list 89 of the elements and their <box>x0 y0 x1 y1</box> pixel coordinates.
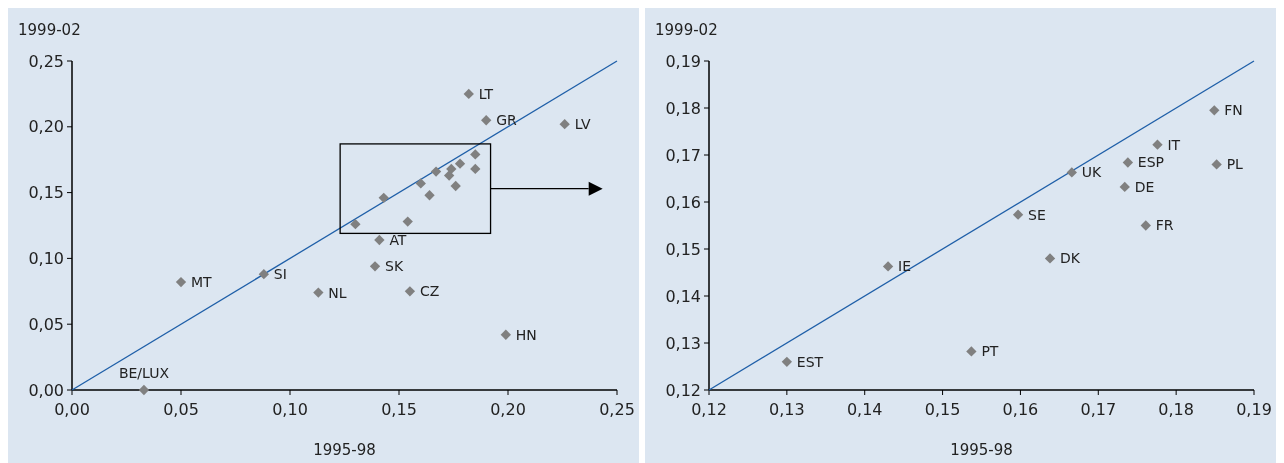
x-tick-label: 0,19 <box>1236 400 1272 419</box>
x-tick-label: 0,10 <box>272 400 308 419</box>
y-axis-title: 1999-02 <box>18 21 81 39</box>
point <box>454 158 466 169</box>
annotation: PT <box>981 343 999 360</box>
point <box>450 180 461 192</box>
point <box>415 178 426 189</box>
point <box>138 384 150 396</box>
point <box>882 261 894 272</box>
y-tick-label: 0,12 <box>665 380 701 400</box>
x-axis-title: 1995-98 <box>950 441 1013 459</box>
x-tick-label: 0,12 <box>691 400 727 419</box>
point <box>1012 209 1024 220</box>
point <box>175 276 187 288</box>
y-tick-label: 0,14 <box>665 286 701 306</box>
annotation: BE/LUX <box>118 365 170 381</box>
point <box>1140 220 1151 231</box>
annotation: DE <box>1134 178 1155 195</box>
point <box>402 216 413 227</box>
annotation: SI <box>273 266 287 283</box>
point <box>500 329 511 340</box>
point <box>470 163 481 175</box>
point <box>1044 253 1056 264</box>
annotation: AT <box>389 231 407 248</box>
point <box>463 88 474 100</box>
y-tick-label: 0,20 <box>28 117 64 137</box>
y-tick-label: 0,00 <box>28 380 64 400</box>
x-tick-label: 0,15 <box>381 400 417 419</box>
point <box>369 261 381 272</box>
point <box>1152 139 1163 150</box>
y-tick-label: 0,05 <box>28 314 64 334</box>
point <box>258 269 269 280</box>
point <box>378 192 389 204</box>
point <box>1122 157 1134 168</box>
point <box>1209 105 1220 116</box>
annotation: HN <box>515 326 537 343</box>
x-tick-label: 0,25 <box>599 400 635 419</box>
y-axis-title: 1999-02 <box>655 21 718 39</box>
annotation: GR <box>496 112 518 129</box>
annotation: MT <box>191 273 213 290</box>
annotation: SE <box>1028 206 1046 223</box>
point <box>470 149 481 160</box>
y-tick-label: 0,15 <box>665 239 701 259</box>
x-tick-label: 0,00 <box>54 400 90 419</box>
annotation: IE <box>898 258 912 275</box>
annotation: ESP <box>1137 154 1165 171</box>
annotation: FN <box>1224 102 1243 119</box>
y-tick-label: 0,17 <box>665 145 701 165</box>
point <box>350 219 361 230</box>
y-tick-label: 0,19 <box>665 51 701 71</box>
point <box>1211 159 1222 170</box>
annotation: EST <box>796 353 824 370</box>
y-tick-label: 0,25 <box>28 51 64 71</box>
point <box>430 166 442 177</box>
x-tick-label: 0,13 <box>769 400 805 419</box>
point <box>443 170 455 181</box>
x-tick-label: 0,15 <box>924 400 961 419</box>
y-tick-label: 0,16 <box>665 192 701 212</box>
x-tick-label: 0,16 <box>1002 400 1039 419</box>
point <box>966 346 977 357</box>
x-tick-label: 0,05 <box>163 400 199 419</box>
point <box>781 356 793 367</box>
point <box>559 119 570 130</box>
annotation: LV <box>574 116 591 133</box>
x-tick-label: 0,17 <box>1080 400 1117 419</box>
x-tick-label: 0,20 <box>490 400 526 419</box>
annotation: PL <box>1226 156 1244 173</box>
point <box>424 190 435 201</box>
point <box>1119 181 1130 193</box>
point <box>1066 167 1077 178</box>
point <box>313 287 324 298</box>
y-tick-label: 0,10 <box>28 249 64 268</box>
point <box>374 234 385 246</box>
annotation: FR <box>1155 217 1174 234</box>
annotation: UK <box>1081 164 1103 181</box>
point <box>404 286 416 297</box>
y-tick-label: 0,15 <box>28 183 64 203</box>
x-axis-title: 1995-98 <box>313 441 376 459</box>
x-tick-label: 0,18 <box>1158 400 1194 419</box>
annotation: LT <box>478 85 494 102</box>
point <box>481 115 492 126</box>
y-tick-label: 0,18 <box>665 98 701 118</box>
x-tick-label: 0,14 <box>846 400 883 419</box>
annotation: IT <box>1167 136 1181 153</box>
y-tick-label: 0,13 <box>665 333 701 353</box>
annotation: SK <box>385 258 404 275</box>
annotation: NL <box>328 284 347 301</box>
annotation: CZ <box>419 283 440 300</box>
annotation: DK <box>1060 250 1081 267</box>
